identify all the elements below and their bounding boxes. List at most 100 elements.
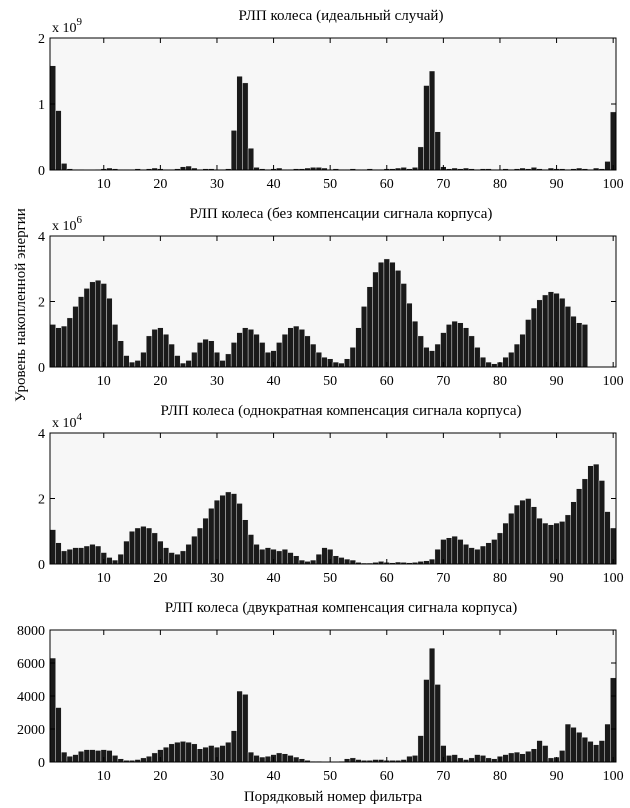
bar — [202, 517, 209, 565]
bar — [61, 751, 68, 763]
bar — [95, 545, 102, 565]
bar — [508, 352, 515, 368]
bar — [485, 361, 492, 368]
bar — [525, 498, 532, 565]
x-tick-label: 20 — [153, 769, 167, 784]
bar — [315, 553, 322, 565]
bar — [310, 559, 317, 565]
bar — [542, 294, 549, 368]
bar — [564, 514, 571, 565]
x-tick-label: 100 — [603, 571, 624, 586]
bar — [429, 70, 436, 171]
bar — [259, 549, 266, 565]
bar — [225, 491, 232, 565]
bar — [49, 529, 56, 565]
bar — [519, 334, 526, 368]
bar — [547, 291, 554, 368]
bar — [570, 316, 577, 368]
bar — [242, 327, 249, 368]
y-tick-label: 6000 — [17, 657, 45, 672]
bar — [423, 85, 430, 171]
bar — [513, 343, 520, 368]
chart-title: РЛП колеса (без компенсации сигнала корп… — [190, 206, 493, 222]
bar — [185, 544, 192, 565]
bar — [502, 522, 509, 565]
bar — [281, 334, 288, 368]
bar — [185, 360, 192, 368]
x-tick-label: 30 — [210, 571, 224, 586]
bar — [174, 355, 181, 368]
bar — [400, 283, 407, 368]
x-tick-label: 40 — [267, 769, 281, 784]
bar — [55, 327, 62, 368]
bar — [513, 751, 520, 763]
x-tick-label: 90 — [550, 571, 564, 586]
x-tick-label: 30 — [210, 374, 224, 389]
bar — [236, 503, 243, 565]
bar — [287, 327, 294, 368]
bar — [117, 553, 124, 565]
bar — [587, 465, 594, 565]
bar — [196, 748, 204, 763]
bar — [547, 757, 554, 763]
bar — [581, 324, 588, 368]
bar — [253, 544, 260, 565]
bar — [168, 743, 175, 763]
x-tick-label: 100 — [603, 177, 624, 192]
bar — [525, 319, 532, 368]
x-tick-label: 60 — [380, 769, 394, 784]
bar — [106, 557, 113, 565]
bar — [429, 350, 436, 368]
bar — [287, 552, 294, 565]
x-tick-label: 80 — [493, 374, 507, 389]
x-tick-label: 90 — [550, 769, 564, 784]
bar — [129, 531, 136, 565]
bar — [451, 754, 458, 763]
bar — [581, 478, 588, 565]
bar — [259, 756, 266, 763]
bar — [485, 542, 492, 565]
bar — [332, 555, 339, 565]
bar — [429, 647, 436, 763]
bar — [451, 320, 458, 368]
bar — [536, 517, 543, 565]
bar — [242, 694, 249, 763]
bar — [315, 352, 322, 368]
bar — [230, 730, 237, 763]
bar — [598, 480, 605, 565]
y-exponent-label: x 106 — [52, 214, 83, 234]
bar — [72, 547, 79, 565]
x-tick-label: 80 — [493, 769, 507, 784]
bar — [78, 547, 85, 565]
bar — [293, 555, 300, 565]
bar — [593, 463, 600, 565]
bar — [230, 493, 237, 565]
x-tick-label: 70 — [436, 571, 450, 586]
bar — [157, 327, 164, 368]
bar — [146, 335, 153, 368]
x-tick-label: 50 — [323, 374, 337, 389]
x-tick-label: 50 — [323, 769, 337, 784]
bar — [332, 361, 339, 368]
bar — [338, 362, 345, 368]
y-tick-label: 0 — [38, 164, 45, 179]
bar — [247, 751, 254, 763]
bar — [49, 657, 56, 763]
y-tick-label: 4 — [38, 427, 45, 442]
bar — [559, 521, 566, 565]
bar — [202, 338, 209, 368]
chart-panel-1: 0 1 2 10 20 30 40 50 60 70 80 90 100 РЛП колеса (идеа… — [38, 8, 624, 192]
bar — [542, 745, 549, 763]
bar — [474, 347, 481, 368]
bar — [429, 558, 436, 565]
bar — [536, 740, 543, 763]
bar — [202, 746, 209, 763]
bar — [89, 749, 96, 763]
bar — [253, 334, 260, 368]
x-tick-label: 40 — [267, 374, 281, 389]
bar — [264, 352, 271, 368]
bar — [242, 519, 249, 565]
bar — [310, 343, 317, 368]
bar — [378, 262, 385, 368]
bar — [162, 547, 170, 565]
